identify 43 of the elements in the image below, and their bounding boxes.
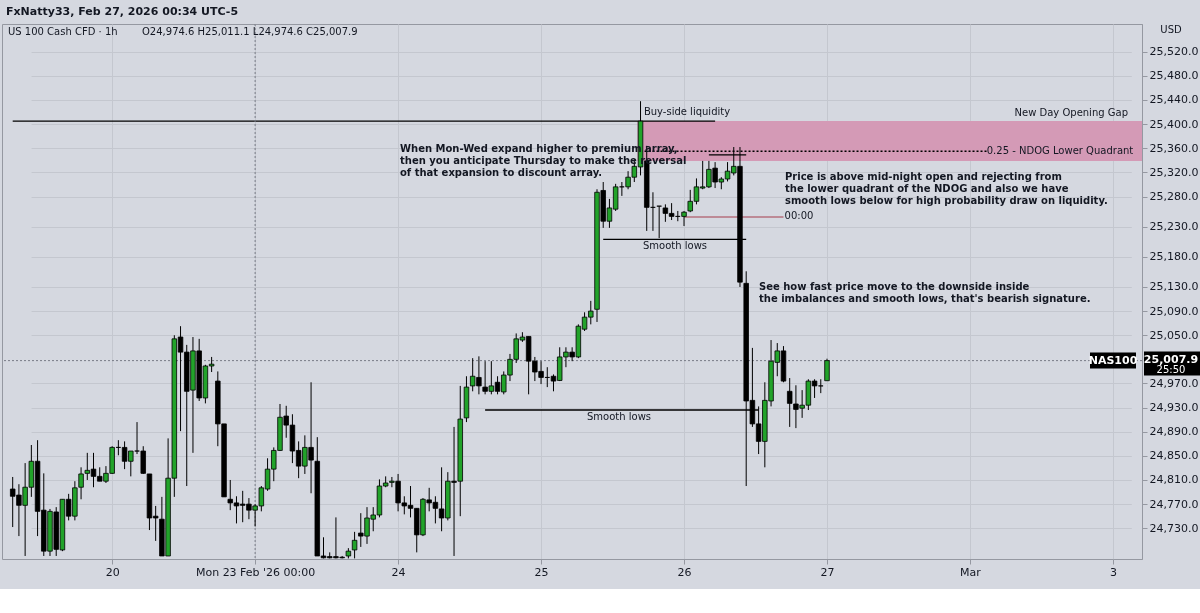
annotation: 0.25 - NDOG Lower Quadrant: [986, 145, 1134, 156]
text: 25:50: [1156, 363, 1186, 375]
band-label: New Day Opening Gap: [1014, 107, 1128, 119]
y-tick-label: 25,280.0: [1149, 190, 1199, 203]
y-tick-label: 24,770.0: [1149, 497, 1199, 511]
x-tick-label: 24: [391, 565, 406, 579]
candlestick: [824, 358, 830, 382]
y-tick-label: 24,930.0: [1149, 401, 1199, 415]
x-tick-label: Mar: [960, 565, 982, 579]
chart-subtitle: O24,974.6 H25,011.1 L24,974.6 C25,007.9: [142, 26, 358, 37]
annotation: Buy-side liquidity: [643, 106, 731, 118]
x-tick-label: Mon 23 Feb '26 00:00: [195, 565, 316, 579]
annotation: Price is above mid-night open and rejecting from the lower quadrant of the NDOG and also we have smooth lows below for high probability draw on liquidity.: [785, 171, 1108, 206]
x-tick-label: 20: [105, 565, 120, 579]
text: USD: [1160, 24, 1182, 35]
y-tick-label: 25,130.0: [1149, 280, 1199, 294]
annotation: 00:00: [784, 210, 814, 221]
y-tick-label: 25,400.0: [1149, 117, 1199, 131]
y-tick-label: 25,520.0: [1149, 45, 1199, 59]
y-tick-label: 25,360.0: [1149, 141, 1199, 155]
y-tick-label: 24,730.0: [1149, 521, 1199, 535]
annotation: Smooth lows: [642, 240, 708, 251]
annotation: See how fast price move to the downside inside the imbalances and smooth lows, that's bearish signature.: [759, 281, 1091, 304]
x-tick-label: 26: [677, 565, 692, 579]
x-tick-label: 3: [1109, 565, 1117, 579]
y-tick-label: 25,180.0: [1149, 250, 1199, 264]
y-tick-label: 24,890.0: [1149, 425, 1199, 439]
text: FxNatty33, Feb 27, 2026 00:34 UTC-5: [6, 5, 239, 18]
text: 25,007.9: [1143, 352, 1199, 366]
y-tick-label: 25,480.0: [1149, 69, 1199, 83]
y-tick-label: 25,230.0: [1149, 220, 1199, 234]
y-tick-label: 25,090.0: [1149, 304, 1199, 318]
y-tick-label: 24,850.0: [1149, 449, 1199, 463]
y-tick-label: 25,320.0: [1149, 165, 1199, 179]
y-tick-label: 24,970.0: [1149, 376, 1199, 390]
y-tick-label: 24,810.0: [1149, 473, 1199, 487]
candlestick: [351, 531, 358, 559]
y-tick-label: 25,050.0: [1149, 328, 1199, 342]
chart-title: US 100 Cash CFD · 1h: [8, 26, 118, 37]
y-tick-label: 25,440.0: [1149, 93, 1199, 107]
x-tick-label: 25: [534, 565, 549, 579]
annotation: Smooth lows: [586, 411, 652, 422]
x-tick-label: 27: [820, 565, 835, 579]
